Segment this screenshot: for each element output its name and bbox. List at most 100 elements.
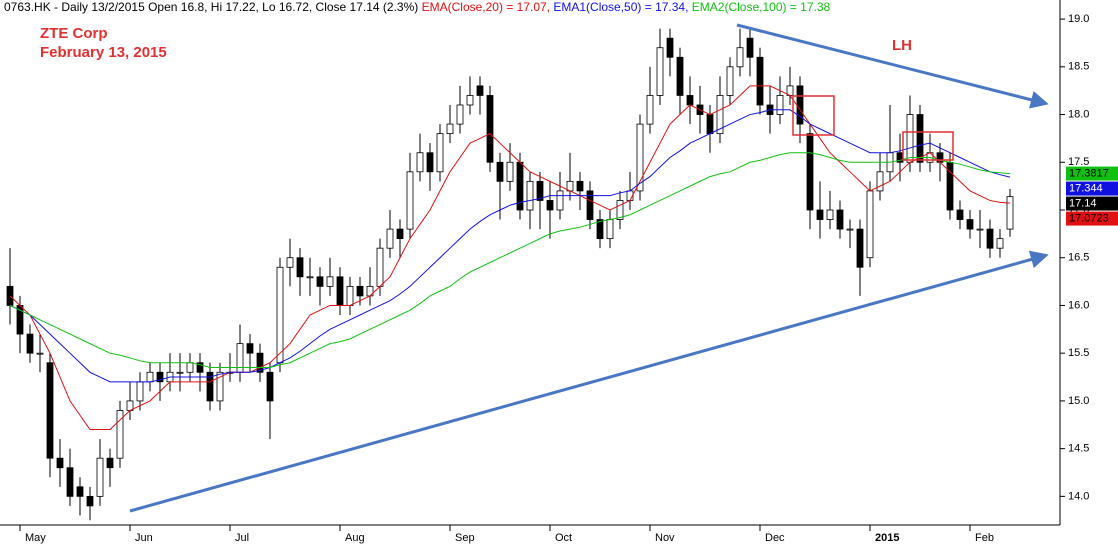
y-tick-label: 16.0 (1068, 299, 1089, 311)
highlight-box (902, 131, 954, 161)
candle-body (186, 362, 194, 373)
candle-body (736, 47, 744, 68)
candle-body (916, 114, 924, 163)
candle-body (426, 152, 434, 173)
candle-body (476, 85, 484, 96)
candle-body (746, 37, 754, 58)
candle-body (826, 209, 834, 220)
candle-body (76, 486, 84, 497)
last-value-label: 17.0723 (1069, 212, 1109, 224)
candle-body (856, 228, 864, 268)
y-tick-label: 15.5 (1068, 347, 1089, 359)
y-tick-label: 18.5 (1068, 61, 1089, 73)
x-tick-label: Nov (655, 532, 675, 544)
candle-body (996, 238, 1004, 249)
ema-line (9, 85, 1011, 431)
legend-entry: EMA2(Close,100) = 17.38 (692, 0, 831, 14)
candle-body (466, 95, 474, 106)
candle-body (436, 133, 444, 173)
header-info: 0763.HK - Daily 13/2/2015 Open 16.8, Hi … (4, 0, 418, 14)
candle-body (556, 190, 564, 211)
y-tick-label: 14.5 (1068, 443, 1089, 455)
candle-body (966, 219, 974, 230)
y-tick-label: 18.0 (1068, 108, 1089, 120)
candle-body (636, 123, 644, 192)
last-value-label: 17.344 (1069, 182, 1103, 194)
candle-body (86, 495, 94, 507)
candle-body (496, 161, 504, 182)
chart-subtitle: February 13, 2015 (40, 44, 167, 61)
candle-body (606, 219, 614, 240)
candle-body (256, 352, 264, 373)
candle-body (146, 371, 154, 383)
ema-line (9, 109, 1011, 383)
y-tick-label: 16.5 (1068, 252, 1089, 264)
candle-body (976, 228, 984, 231)
x-tick-label: Oct (555, 532, 572, 544)
x-tick-label: 2015 (875, 532, 899, 544)
candle-body (776, 95, 784, 115)
candle-body (576, 180, 584, 192)
candle-body (176, 371, 184, 374)
candle-body (46, 362, 54, 459)
candle-body (486, 95, 494, 163)
candle-body (266, 371, 274, 402)
candle-body (506, 161, 514, 182)
candle-body (716, 95, 724, 135)
candle-body (356, 285, 364, 297)
x-tick-label: Sep (455, 532, 475, 544)
candle-body (376, 247, 384, 287)
x-tick-label: Dec (765, 532, 785, 544)
candle-body (586, 190, 594, 220)
header: 0763.HK - Daily 13/2/2015 Open 16.8, Hi … (4, 0, 831, 14)
y-tick-label: 19.0 (1068, 13, 1089, 25)
candle-body (666, 37, 674, 58)
candle-body (286, 257, 294, 268)
candle-body (446, 123, 454, 135)
last-value-label: 17.14 (1069, 197, 1097, 209)
candle-body (416, 152, 424, 173)
last-value-badge (1066, 181, 1118, 196)
candle-body (56, 457, 64, 469)
candle-body (36, 352, 44, 355)
candle-body (1006, 196, 1014, 230)
candle-body (756, 56, 764, 106)
candle-body (546, 200, 554, 211)
highlight-box (792, 95, 835, 136)
last-value-badge (1066, 211, 1118, 226)
candle-body (296, 257, 304, 278)
candle-body (216, 371, 224, 402)
candle-body (526, 180, 534, 211)
y-tick-label: 15.0 (1068, 395, 1089, 407)
candle-body (196, 362, 204, 373)
support-trendline (129, 250, 1049, 513)
candle-body (536, 180, 544, 201)
x-tick-label: Aug (345, 532, 365, 544)
candle-body (596, 219, 604, 240)
candle-body (136, 381, 144, 402)
candle-body (326, 276, 334, 287)
x-tick-label: Jun (135, 532, 153, 544)
x-tick-label: May (25, 532, 46, 544)
last-value-badge (1066, 196, 1118, 211)
candle-body (676, 56, 684, 96)
candle-body (686, 95, 694, 106)
candle-body (816, 209, 824, 220)
legend-entry: EMA1(Close,50) = 17.34, (553, 0, 688, 14)
chart-title: ZTE Corp (40, 25, 108, 42)
candle-body (866, 190, 874, 259)
candle-body (276, 266, 284, 364)
candle-body (656, 47, 664, 96)
candle-body (26, 333, 34, 354)
candle-body (806, 133, 814, 211)
candle-body (646, 95, 654, 125)
candle-body (106, 457, 114, 469)
plot (6, 28, 1014, 521)
x-tick-label: Jul (235, 532, 249, 544)
last-value-label: 17.3817 (1069, 167, 1109, 179)
candle-body (336, 276, 344, 306)
candle-body (346, 285, 354, 306)
